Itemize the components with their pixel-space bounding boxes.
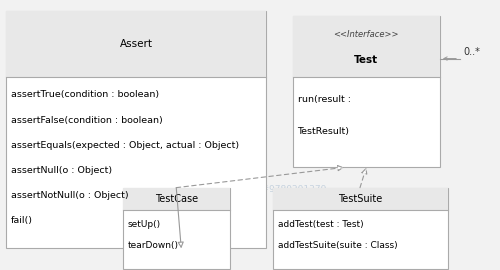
Text: tearDown(): tearDown() bbox=[128, 241, 178, 250]
Text: Test: Test bbox=[354, 55, 378, 65]
Text: fail(): fail() bbox=[11, 216, 33, 225]
Text: TestSuite: TestSuite bbox=[338, 194, 382, 204]
Text: assertNotNull(o : Object): assertNotNull(o : Object) bbox=[11, 191, 128, 200]
Text: assertFalse(condition : boolean): assertFalse(condition : boolean) bbox=[11, 116, 163, 124]
Text: TestResult): TestResult) bbox=[298, 127, 350, 136]
Text: assertTrue(condition : boolean): assertTrue(condition : boolean) bbox=[11, 90, 159, 99]
Bar bbox=[6, 11, 266, 248]
Text: TestCase: TestCase bbox=[154, 194, 198, 204]
Bar bbox=[272, 188, 448, 269]
Bar bbox=[292, 16, 440, 167]
Text: <<Interface>>: <<Interface>> bbox=[334, 30, 399, 39]
Text: 0..*: 0..* bbox=[463, 47, 480, 57]
Bar bbox=[122, 188, 230, 210]
Bar bbox=[122, 188, 230, 269]
Text: Assert: Assert bbox=[120, 39, 152, 49]
Text: setUp(): setUp() bbox=[128, 220, 160, 230]
Bar bbox=[6, 11, 266, 77]
Text: assertEquals(expected : Object, actual : Object): assertEquals(expected : Object, actual :… bbox=[11, 141, 239, 150]
Bar bbox=[272, 188, 448, 210]
Text: run(result :: run(result : bbox=[298, 95, 350, 104]
Text: Safari Books Online#9780201379: Safari Books Online#9780201379 bbox=[174, 184, 326, 194]
Text: assertNull(o : Object): assertNull(o : Object) bbox=[11, 166, 112, 175]
Text: addTest(test : Test): addTest(test : Test) bbox=[278, 220, 363, 230]
Text: addTestSuite(suite : Class): addTestSuite(suite : Class) bbox=[278, 241, 397, 250]
Bar bbox=[292, 16, 440, 77]
